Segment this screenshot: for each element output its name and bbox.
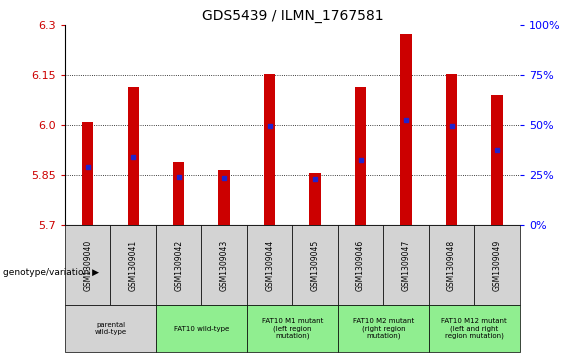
Bar — [111, 225, 156, 305]
Bar — [82, 122, 93, 225]
Bar — [429, 225, 475, 305]
Bar — [355, 87, 366, 225]
Bar — [202, 225, 247, 305]
Bar — [173, 162, 184, 225]
Text: GSM1309047: GSM1309047 — [402, 239, 411, 291]
Text: parental
wild-type: parental wild-type — [94, 322, 127, 335]
Text: FAT10 M2 mutant
(right region
mutation): FAT10 M2 mutant (right region mutation) — [353, 318, 414, 339]
Bar — [247, 225, 293, 305]
Title: GDS5439 / ILMN_1767581: GDS5439 / ILMN_1767581 — [202, 9, 383, 23]
Bar — [310, 174, 321, 225]
Bar — [293, 225, 338, 305]
Bar — [338, 225, 384, 305]
Text: GSM1309045: GSM1309045 — [311, 239, 320, 291]
Text: GSM1309043: GSM1309043 — [220, 239, 229, 291]
Bar — [219, 170, 230, 225]
Bar — [65, 305, 156, 352]
Text: GSM1309044: GSM1309044 — [265, 239, 274, 291]
Bar — [338, 305, 429, 352]
Bar — [65, 225, 111, 305]
Bar — [446, 74, 457, 225]
Bar — [384, 225, 429, 305]
Text: FAT10 wild-type: FAT10 wild-type — [174, 326, 229, 331]
Bar — [156, 225, 202, 305]
Text: GSM1309040: GSM1309040 — [83, 239, 92, 291]
Text: GSM1309041: GSM1309041 — [129, 240, 138, 290]
Bar — [429, 305, 520, 352]
Text: FAT10 M1 mutant
(left region
mutation): FAT10 M1 mutant (left region mutation) — [262, 318, 323, 339]
Text: GSM1309046: GSM1309046 — [356, 239, 365, 291]
Text: GSM1309048: GSM1309048 — [447, 240, 456, 290]
Text: FAT10 M12 mutant
(left and right
region mutation): FAT10 M12 mutant (left and right region … — [441, 318, 507, 339]
Bar — [264, 74, 275, 225]
Text: genotype/variation ▶: genotype/variation ▶ — [3, 268, 99, 277]
Text: GSM1309042: GSM1309042 — [174, 240, 183, 290]
Bar — [156, 305, 247, 352]
Text: GSM1309049: GSM1309049 — [493, 239, 502, 291]
Bar — [128, 87, 139, 225]
Bar — [492, 95, 503, 225]
Bar — [247, 305, 338, 352]
Bar — [475, 225, 520, 305]
Bar — [401, 34, 412, 225]
